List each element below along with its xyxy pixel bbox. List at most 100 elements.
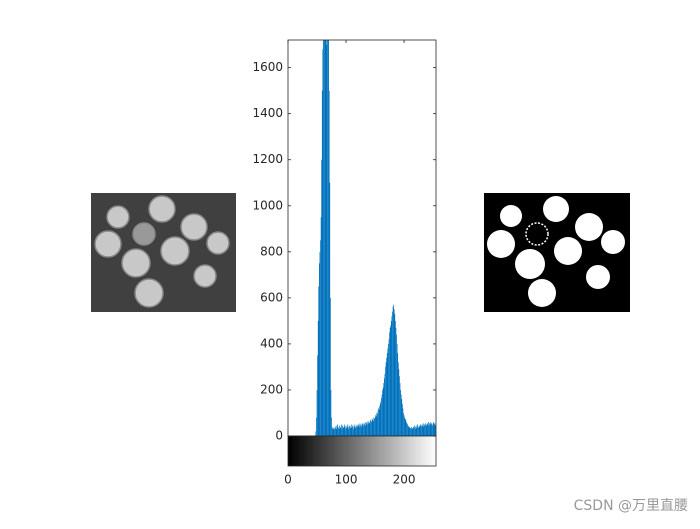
bar — [384, 373, 386, 436]
bar — [349, 427, 351, 436]
bar — [330, 389, 332, 436]
bar — [341, 424, 342, 436]
bar — [412, 429, 414, 436]
bar — [414, 425, 415, 436]
bar — [320, 217, 322, 436]
bar — [404, 418, 406, 436]
bar — [417, 426, 419, 436]
bar — [365, 425, 367, 436]
bar — [434, 423, 436, 436]
bar — [319, 251, 321, 436]
bar — [375, 416, 377, 436]
bar — [358, 424, 360, 436]
bar — [338, 429, 340, 436]
bar — [347, 424, 349, 436]
bar — [338, 427, 339, 436]
bar — [424, 424, 425, 436]
bar — [326, 44, 328, 436]
bar — [353, 424, 355, 436]
bar — [325, 40, 327, 436]
bar — [399, 376, 400, 436]
binary-image — [484, 193, 630, 312]
bar — [432, 423, 434, 436]
bar — [323, 40, 325, 436]
bar — [339, 425, 341, 436]
bar — [378, 409, 380, 436]
bar — [418, 425, 420, 436]
bar — [401, 399, 403, 436]
y-tick-label: 1200 — [252, 152, 283, 166]
y-tick-label: 400 — [260, 336, 283, 350]
bar — [425, 424, 427, 436]
bar — [431, 424, 433, 436]
y-tick-label: 600 — [260, 290, 283, 304]
bar — [378, 408, 379, 436]
bar — [332, 429, 334, 436]
bar — [343, 427, 345, 436]
bar — [435, 425, 436, 436]
bar — [324, 40, 325, 436]
bar — [337, 426, 339, 436]
bar — [386, 353, 388, 436]
bar — [414, 429, 416, 436]
bar — [346, 427, 347, 436]
bar — [410, 429, 412, 436]
bar — [361, 426, 363, 436]
bar — [327, 40, 328, 436]
bar — [413, 426, 414, 436]
bar — [335, 425, 337, 436]
bar — [355, 425, 357, 436]
bar — [352, 425, 353, 436]
bar — [399, 383, 401, 436]
bar — [407, 424, 408, 436]
bar — [345, 429, 346, 436]
bar — [372, 421, 374, 436]
bar — [316, 417, 317, 436]
bar — [367, 424, 368, 436]
bar — [317, 320, 319, 436]
bar — [349, 425, 350, 436]
bar — [382, 387, 384, 436]
bar — [411, 426, 412, 436]
bar — [341, 429, 343, 436]
bar — [331, 417, 332, 436]
bar — [315, 431, 317, 436]
x-tick-label: 0 — [284, 473, 292, 487]
bar — [406, 422, 407, 436]
bar — [397, 353, 399, 436]
bar — [377, 410, 379, 436]
bar — [371, 418, 373, 436]
bar — [395, 320, 396, 436]
bar — [354, 426, 356, 436]
bar — [426, 423, 428, 436]
bar — [330, 297, 331, 436]
bar — [359, 426, 360, 436]
bar — [372, 419, 374, 436]
bar — [390, 325, 392, 436]
bar — [431, 423, 432, 436]
bar — [329, 182, 331, 436]
bar — [334, 426, 336, 436]
bar — [357, 426, 358, 436]
bar — [405, 419, 407, 436]
bar — [352, 426, 354, 436]
bar — [418, 427, 419, 436]
bar — [366, 423, 367, 436]
bar — [410, 427, 411, 436]
bar — [356, 424, 358, 436]
bar — [364, 424, 365, 436]
bar — [343, 424, 345, 436]
bar — [388, 339, 390, 436]
bar — [391, 316, 393, 436]
bar — [400, 394, 402, 436]
bar — [356, 426, 357, 436]
bar — [363, 423, 365, 436]
bar — [327, 40, 329, 436]
bar — [419, 426, 421, 436]
bar — [423, 426, 425, 436]
coins-image — [91, 193, 236, 312]
bar — [409, 427, 411, 436]
bar — [333, 429, 335, 436]
bar — [428, 422, 429, 436]
bar — [392, 311, 393, 436]
